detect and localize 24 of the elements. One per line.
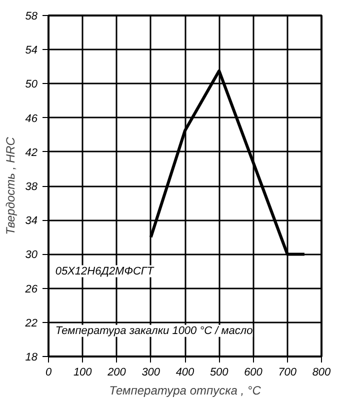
x-tick-label: 600 [244,366,264,378]
x-tick-label: 500 [210,366,230,378]
y-tick-label: 22 [24,317,38,330]
x-tick-label: 0 [45,366,52,378]
x-tick-label: 200 [106,366,127,378]
y-tick-label: 54 [25,44,38,57]
y-tick-label: 50 [25,78,38,91]
y-tick-label: 30 [25,249,38,262]
x-tick-label: 700 [278,366,298,378]
x-tick-label: 100 [73,366,93,378]
y-tick-label: 46 [25,112,38,125]
y-tick-label: 26 [24,283,38,296]
y-tick-label: 18 [25,352,38,364]
x-tick-label: 400 [176,366,196,378]
annotation: Температура закалки 1000 °C / масло [55,324,253,337]
y-tick-label: 38 [25,181,38,193]
x-tick-label: 800 [312,366,332,378]
y-tick-label: 34 [25,215,38,228]
annotation: 05Х12Н6Д2МФСГТ [55,265,155,278]
y-tick-label: 42 [25,146,38,159]
y-axis-title: Твердость , HRC [3,136,18,235]
x-tick-label: 300 [142,366,161,378]
x-axis-title: Температура отпуска , °C [109,384,262,398]
y-tick-label: 58 [25,10,38,22]
